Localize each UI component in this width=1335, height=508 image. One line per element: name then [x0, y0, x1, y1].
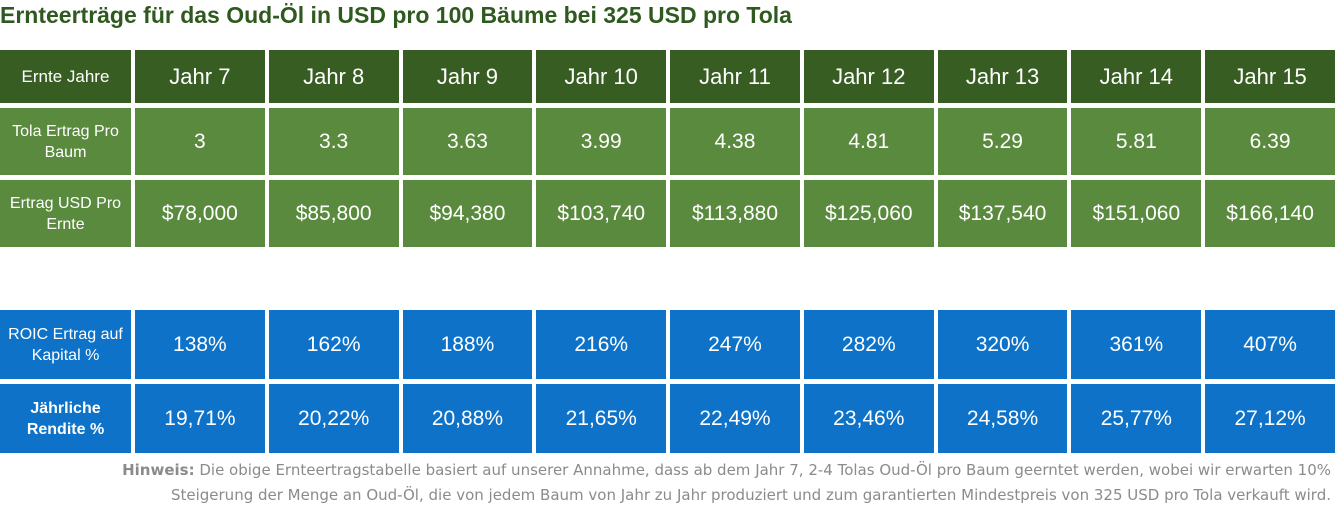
table-cell: 361% [1071, 310, 1202, 379]
table-cell: 4.38 [670, 108, 800, 175]
table-cell: $151,060 [1071, 180, 1202, 247]
table-cell: $94,380 [402, 180, 533, 247]
harvest-table: Ernte Jahre Jahr 7 Jahr 8 Jahr 9 Jahr 10 Jah… [0, 50, 1335, 247]
year-header: Jahr 7 [135, 50, 265, 103]
return-table: ROIC Ertrag auf Kapital % 138% 162% 188% 216… [0, 310, 1335, 453]
header-label: Ernte Jahre [0, 50, 131, 103]
table-cell: 188% [402, 310, 533, 379]
table-cell: 4.81 [803, 108, 934, 175]
table-cell: 247% [670, 310, 800, 379]
footnote-line-2: Steigerung der Menge an Oud-Öl, die von … [170, 486, 1331, 504]
page-title: Ernteerträge für das Oud-Öl in USD pro 1… [0, 2, 792, 28]
table-cell: 6.39 [1205, 108, 1335, 175]
table-cell: 25,77% [1071, 384, 1202, 453]
year-header: Jahr 8 [268, 50, 399, 103]
table-cell: 216% [536, 310, 667, 379]
table-cell: 22,49% [670, 384, 800, 453]
table-cell: $103,740 [536, 180, 667, 247]
table-cell: 5.29 [937, 108, 1068, 175]
table-cell: 20,88% [402, 384, 533, 453]
year-header: Jahr 12 [803, 50, 934, 103]
year-header: Jahr 11 [670, 50, 800, 103]
table-cell: 282% [803, 310, 934, 379]
row-label: Jährliche Rendite % [0, 384, 131, 453]
table-cell: 5.81 [1071, 108, 1202, 175]
row-label: Tola Ertrag Pro Baum [0, 108, 131, 175]
table-cell: 3.99 [536, 108, 667, 175]
table-cell: 162% [268, 310, 399, 379]
table-cell: 3 [135, 108, 265, 175]
table-cell: 3.63 [402, 108, 533, 175]
table-cell: 21,65% [536, 384, 667, 453]
table-cell: 23,46% [803, 384, 934, 453]
table-cell: $166,140 [1205, 180, 1335, 247]
table-cell: 407% [1205, 310, 1335, 379]
year-header: Jahr 15 [1205, 50, 1335, 103]
table-cell: 19,71% [135, 384, 265, 453]
table-cell: $85,800 [268, 180, 399, 247]
footnote-prefix: Hinweis: [122, 461, 195, 479]
row-label: Ertrag USD Pro Ernte [0, 180, 131, 247]
table-cell: $137,540 [937, 180, 1068, 247]
row-label: ROIC Ertrag auf Kapital % [0, 310, 131, 379]
table-cell: $78,000 [135, 180, 265, 247]
table-cell: 320% [937, 310, 1068, 379]
table-cell: 138% [135, 310, 265, 379]
table-cell: 20,22% [268, 384, 399, 453]
footnote: Hinweis: Die obige Ernteertragstabelle b… [0, 458, 1331, 508]
year-header: Jahr 14 [1071, 50, 1202, 103]
table-cell: 27,12% [1205, 384, 1335, 453]
year-header: Jahr 10 [536, 50, 667, 103]
table-cell: $125,060 [803, 180, 934, 247]
year-header: Jahr 9 [402, 50, 533, 103]
footnote-line-1: Hinweis: Die obige Ernteertragstabelle b… [122, 461, 1331, 479]
table-cell: 24,58% [937, 384, 1068, 453]
table-cell: $113,880 [670, 180, 800, 247]
footnote-text-1: Die obige Ernteertragstabelle basiert au… [194, 461, 1331, 479]
table-cell: 3.3 [268, 108, 399, 175]
year-header: Jahr 13 [937, 50, 1068, 103]
